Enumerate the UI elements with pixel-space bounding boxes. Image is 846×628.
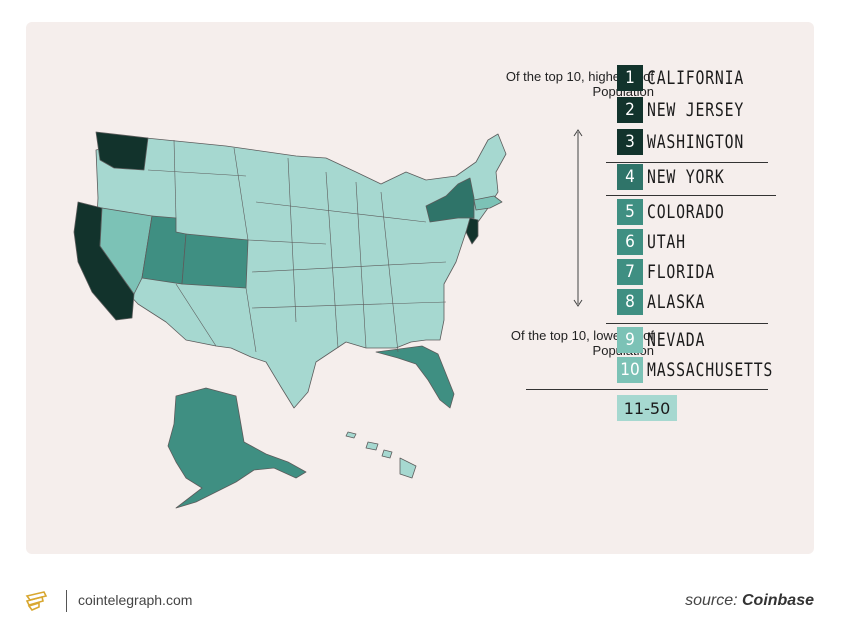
legend-row: 8 ALASKA	[617, 289, 722, 315]
rank-state-name: ALASKA	[647, 291, 706, 313]
legend-divider	[606, 195, 776, 196]
footer-site: cointelegraph.com	[78, 592, 193, 608]
legend-divider	[606, 323, 768, 324]
cointelegraph-logo-icon	[25, 591, 48, 611]
rank-number-badge: 4	[617, 164, 643, 190]
state-new-york	[425, 177, 475, 223]
rank-state-name: NEW JERSEY	[647, 99, 745, 121]
legend-row: 7 FLORIDA	[617, 259, 734, 285]
state-massachusetts	[473, 195, 503, 211]
rank-number-badge: 9	[617, 327, 643, 353]
legend-row: 1 CALIFORNIA	[617, 65, 771, 91]
state-nevada	[99, 207, 153, 295]
map-panel: Of the top 10, higher % of Population Of…	[26, 22, 814, 554]
rank-number-badge: 5	[617, 199, 643, 225]
legend-rest-swatch: 11-50	[617, 395, 677, 421]
rank-state-name: NEVADA	[647, 329, 706, 351]
legend-row: 5 COLORADO	[617, 199, 747, 225]
legend-divider	[526, 389, 768, 390]
legend-row: 10 MASSACHUSETTS	[617, 357, 809, 383]
rank-state-name: MASSACHUSETTS	[647, 359, 774, 381]
rank-number-badge: 7	[617, 259, 643, 285]
footer-source: source: Coinbase	[685, 592, 814, 610]
source-name: Coinbase	[741, 592, 814, 609]
legend-row: 2 NEW JERSEY	[617, 97, 771, 123]
rank-number-badge: 6	[617, 229, 643, 255]
rank-state-name: UTAH	[647, 231, 686, 253]
rank-number-badge: 1	[617, 65, 643, 91]
legend-row: 3 WASHINGTON	[617, 129, 771, 155]
legend-row: 6 UTAH	[617, 229, 697, 255]
rank-state-name: CALIFORNIA	[647, 67, 745, 89]
state-new-jersey	[465, 217, 479, 245]
state-washington	[95, 131, 149, 171]
legend-row: 4 NEW YORK	[617, 164, 747, 190]
rank-state-name: WASHINGTON	[647, 131, 745, 153]
rank-number-badge: 3	[617, 129, 643, 155]
state-hawaii	[345, 431, 417, 479]
source-prefix: source:	[685, 592, 738, 609]
legend-row: 9 NEVADA	[617, 327, 722, 353]
state-colorado	[181, 233, 249, 289]
rank-number-badge: 8	[617, 289, 643, 315]
state-florida	[375, 345, 455, 409]
double-arrow-icon	[573, 129, 583, 307]
rank-state-name: FLORIDA	[647, 261, 715, 283]
contiguous-us-shape	[95, 133, 507, 409]
state-alaska	[167, 387, 307, 509]
us-map	[73, 131, 507, 509]
legend-divider	[606, 162, 768, 163]
rank-number-badge: 2	[617, 97, 643, 123]
rank-state-name: NEW YORK	[647, 166, 725, 188]
rank-state-name: COLORADO	[647, 201, 725, 223]
footer-separator	[66, 590, 67, 612]
state-borders	[147, 139, 447, 353]
rank-number-badge: 10	[617, 357, 643, 383]
